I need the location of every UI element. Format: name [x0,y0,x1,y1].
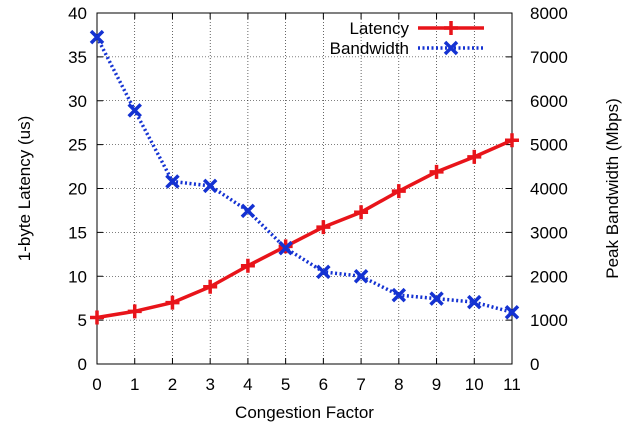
data-point-x [165,174,180,189]
y2-tick-label: 1000 [530,311,568,330]
data-point-x [240,203,256,219]
data-point-plus [467,149,482,164]
x-axis-title: Congestion Factor [235,403,374,422]
axis-ticks: 0 1 2 3 4 5 6 7 8 9 10 11 0 5 10 15 20 25 30 35 40 0 1000 2000 3… [68,4,568,394]
y-tick-label: 30 [68,92,87,111]
legend-marker-plus [444,21,458,35]
y2-tick-label: 2000 [530,267,568,286]
data-point-x [467,294,482,310]
data-point-plus [90,310,104,325]
y2-tick-label: 4000 [530,180,568,199]
y2-tick-label: 6000 [530,92,568,111]
legend-label: Latency [349,19,409,38]
x-tick-label: 9 [432,375,441,394]
y-tick-label: 0 [78,355,87,374]
data-point-x [353,269,369,284]
series-layer [89,29,520,325]
y2-tick-label: 8000 [530,4,568,23]
y2-tick-label: 3000 [530,223,568,242]
data-point-x [391,287,407,303]
data-point-x [202,178,218,194]
x-tick-label: 7 [356,375,365,394]
x-tick-label: 6 [319,375,328,394]
legend-label: Bandwidth [330,39,409,58]
y-tick-label: 15 [68,223,87,242]
series-latency [90,133,519,325]
y2-tick-label: 0 [530,355,539,374]
y-tick-label: 20 [68,180,87,199]
data-point-plus [505,133,519,148]
data-point-x [278,240,293,256]
x-tick-label: 3 [205,375,214,394]
grid-lines [97,13,512,364]
y-tick-label: 25 [68,136,87,155]
x-tick-label: 2 [168,375,177,394]
legend-item-latency: Latency [349,19,484,38]
y-tick-label: 40 [68,4,87,23]
legend-item-bandwidth: Bandwidth [330,39,484,58]
y-tick-label: 5 [78,311,87,330]
x-tick-label: 11 [503,375,521,394]
legend-marker-x [443,40,459,56]
data-point-plus [165,295,180,310]
data-point-plus [391,184,406,199]
y-axis-title: 1-byte Latency (us) [15,116,34,262]
data-point-plus [203,279,218,294]
y2-axis-title: Peak Bandwidth (Mbps) [603,98,622,278]
data-point-x [504,304,520,320]
data-point-x [89,29,105,45]
y2-tick-label: 7000 [530,48,568,67]
data-point-plus [429,164,444,179]
x-tick-label: 8 [394,375,403,394]
data-point-plus [240,258,255,273]
x-tick-label: 10 [465,375,484,394]
data-point-plus [127,304,142,319]
x-tick-label: 4 [243,375,252,394]
x-tick-label: 1 [130,375,139,394]
data-point-x [429,291,444,306]
x-tick-label: 0 [92,375,101,394]
y-tick-label: 35 [68,48,87,67]
y2-tick-label: 5000 [530,136,568,155]
series-line-latency [96,138,513,320]
data-point-x [316,264,331,280]
data-point-plus [354,205,369,220]
x-tick-label: 5 [281,375,290,394]
data-point-plus [316,220,331,235]
series-line-bandwidth [95,36,513,314]
y-tick-label: 10 [68,267,87,286]
series-bandwidth [89,29,520,320]
data-point-x [127,103,142,118]
